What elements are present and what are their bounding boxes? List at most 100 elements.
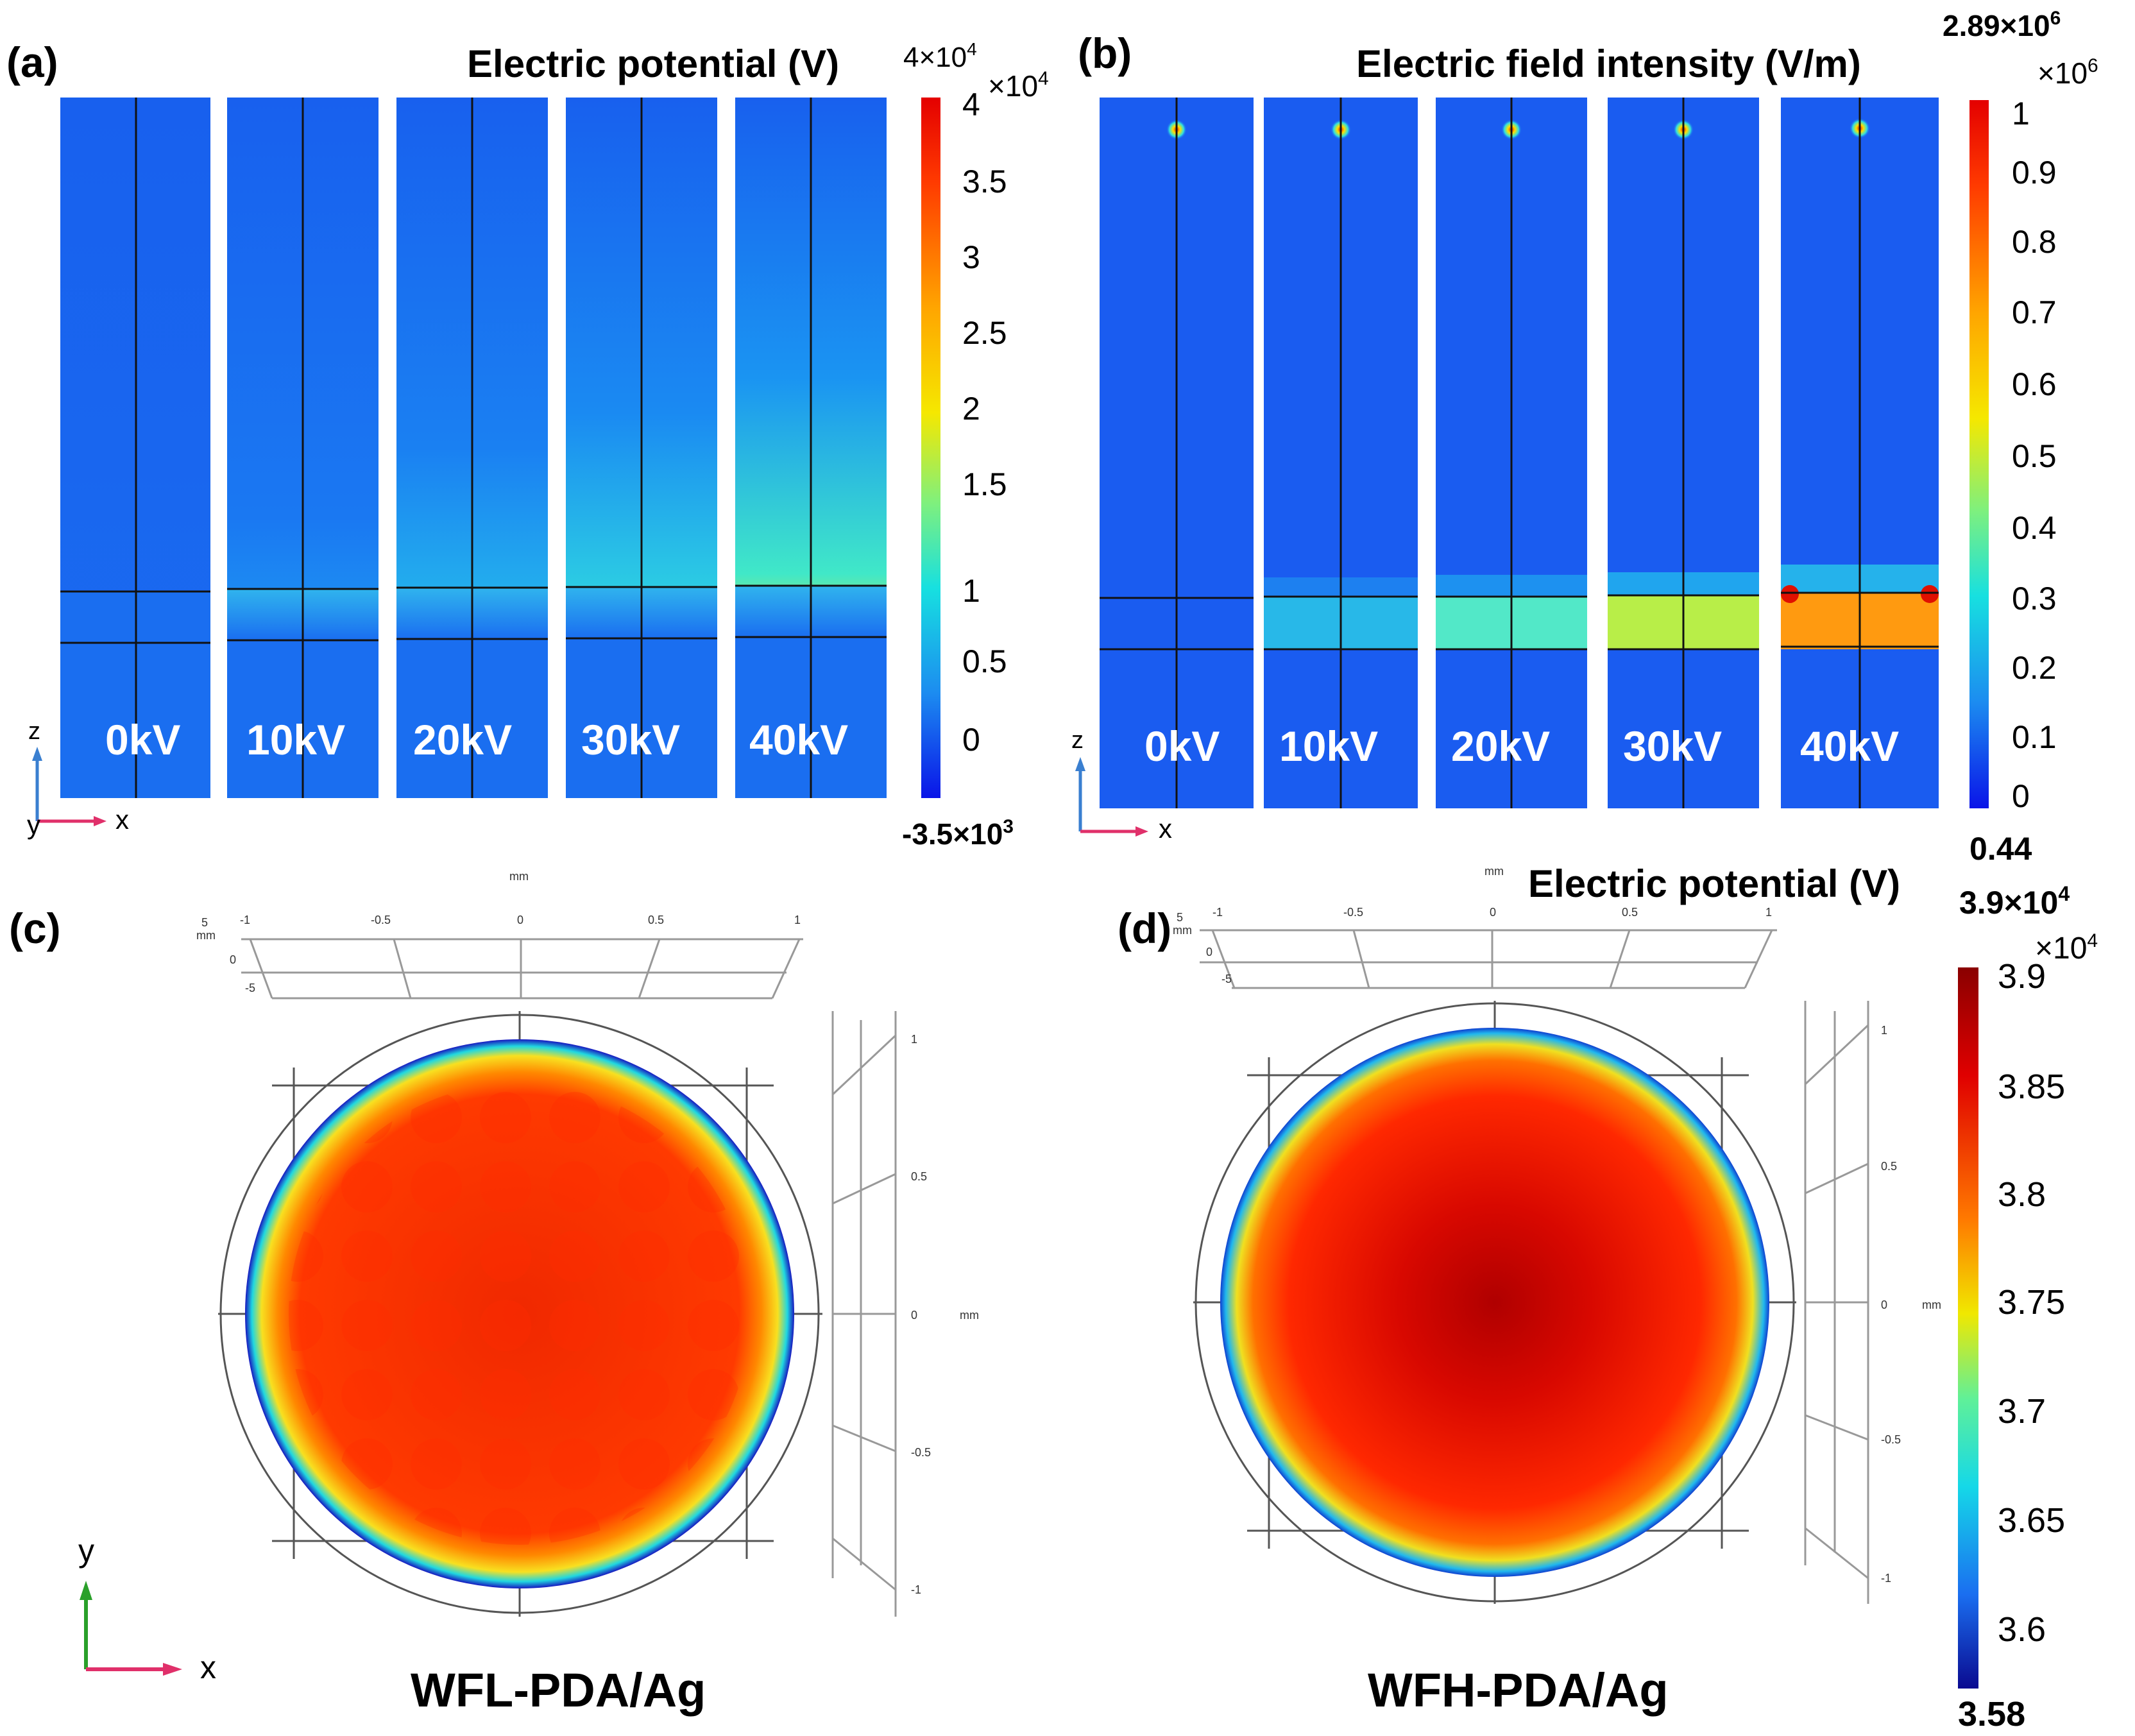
colorbar-d-tick: 3.9 [1998, 957, 2046, 996]
ruler-c-depth-tick: 0 [230, 953, 236, 966]
ruler-d-depth-tick: 0 [1206, 946, 1212, 958]
panel-a-voltage-labels: 0kV 10kV 20kV 30kV 40kV [105, 716, 848, 763]
panel-c-label: (c) [9, 905, 61, 952]
colorbar-a-tick: 1.5 [962, 466, 1007, 502]
colorbar-b-max: 2.89×106 [1943, 8, 2061, 42]
voltage-label-a-2: 20kV [413, 716, 512, 763]
ruler-c-depth-unit: mm [196, 929, 216, 942]
ruler-d-side-tick: -1 [1881, 1572, 1891, 1585]
colorbar-a-multiplier: ×104 [988, 68, 1049, 103]
panel-d-side-ruler-labels: 1 0.5 0 mm -0.5 -1 [1881, 1024, 1941, 1585]
voltage-label-b-0: 0kV [1144, 722, 1220, 770]
colorbar-b-multiplier: ×106 [2037, 55, 2098, 90]
ruler-d-top-tick: -1 [1212, 906, 1223, 919]
voltage-label-a-0: 0kV [105, 716, 180, 763]
colorbar-d-tick: 3.8 [1998, 1175, 2046, 1214]
panel-a-lines [60, 98, 887, 798]
colorbar-a-tick: 2 [962, 391, 980, 427]
ruler-d-depth-tick: -5 [1221, 973, 1232, 985]
colorbar-d-multiplier: ×104 [2035, 930, 2098, 966]
ruler-d-side-tick: 0 [1881, 1298, 1887, 1311]
colorbar-d-tick: 3.85 [1998, 1068, 2065, 1106]
axis-x-a: x [115, 804, 129, 835]
ruler-c-side-tick: -1 [911, 1583, 921, 1596]
panel-c-side-ruler [831, 1011, 897, 1617]
colorbar-a-tick: 2.5 [962, 315, 1007, 351]
panel-c-top-ruler-labels: mm -1 -0.5 0 0.5 1 5 mm 0 -5 [196, 870, 801, 994]
colorbar-b-min: 0.44 [1969, 831, 2032, 867]
panel-d-disc [1220, 1028, 1769, 1577]
colorbar-a-tick: 3 [962, 239, 980, 275]
colorbar-a-min: -3.5×103 [902, 816, 1014, 851]
axis-y-c: y [78, 1533, 94, 1569]
colorbar-d-tick: 3.65 [1998, 1501, 2065, 1540]
panel-a-lower [60, 586, 887, 798]
panel-b-axis-triad: z x [1071, 727, 1172, 844]
panel-c-axis-triad: y x [78, 1533, 216, 1685]
colorbar-d-max: 3.9×104 [1959, 882, 2070, 921]
panel-c-top-ruler [241, 938, 803, 1000]
panel-c-disc-pattern [289, 1083, 751, 1545]
ruler-c-side-tick: 1 [911, 1033, 917, 1046]
panel-a-axis-triad: z x y [27, 718, 129, 840]
panel-d-caption: WFH-PDA/Ag [1368, 1664, 1669, 1717]
ruler-c-side-tick: -0.5 [911, 1446, 931, 1459]
colorbar-d-min: 3.58 [1958, 1695, 2025, 1733]
panel-b-strips [1100, 98, 1939, 808]
voltage-label-b-1: 10kV [1279, 722, 1378, 770]
colorbar-a-tick: 0.5 [962, 643, 1007, 679]
ruler-c-top-tick: 0 [517, 914, 523, 926]
ruler-c-side-tick: 0.5 [911, 1170, 927, 1183]
colorbar-a-max: 4×104 [903, 39, 977, 73]
colorbar-b-tick: 0.8 [2012, 224, 2057, 260]
ruler-c-top-tick: 1 [794, 914, 801, 926]
panel-d-top-ruler [1200, 929, 1777, 989]
ruler-c-top-tick: 0.5 [648, 914, 664, 926]
colorbar-b-tick: 0.7 [2012, 294, 2057, 330]
colorbar-b-ticks: 1 0.9 0.8 0.7 0.6 0.5 0.4 0.3 0.2 0.1 0 [2012, 96, 2057, 814]
ruler-c-top-tick: -0.5 [371, 914, 391, 926]
ruler-d-depth-unit: mm [1173, 924, 1192, 937]
panel-b: (b) Electric field intensity (V/m) [1071, 8, 2098, 867]
ruler-c-unit: mm [509, 870, 529, 883]
panel-d-side-ruler [1804, 1001, 1869, 1604]
voltage-label-a-1: 10kV [246, 716, 345, 763]
ruler-d-side-tick: 0.5 [1881, 1160, 1897, 1173]
colorbar-b-tick: 0.1 [2012, 719, 2057, 755]
panel-c-caption: WFL-PDA/Ag [411, 1664, 706, 1717]
ruler-d-depth-tick: 5 [1177, 911, 1183, 924]
axis-y-a: y [27, 810, 40, 840]
colorbar-b-tick: 0.3 [2012, 581, 2057, 617]
voltage-label-a-4: 40kV [749, 716, 848, 763]
ruler-d-side-tick: 1 [1881, 1024, 1887, 1037]
panel-d-label: (d) [1118, 905, 1171, 952]
panel-b-lines [1100, 98, 1939, 808]
ruler-d-side-tick: -0.5 [1881, 1433, 1901, 1446]
colorbar-a-tick: 1 [962, 573, 980, 609]
colorbar-a-tick: 3.5 [962, 164, 1007, 200]
voltage-label-b-2: 20kV [1451, 722, 1550, 770]
colorbar-d-ticks: 3.9 3.85 3.8 3.75 3.7 3.65 3.6 [1998, 957, 2065, 1649]
colorbar-b-tick: 0.9 [2012, 155, 2057, 191]
colorbar-d-tick: 3.75 [1998, 1283, 2065, 1322]
panel-b-label: (b) [1078, 30, 1132, 77]
ruler-c-depth-tick: 5 [201, 916, 208, 929]
colorbar-b-tick: 0.4 [2012, 510, 2057, 546]
colorbar-b-tick: 0.5 [2012, 438, 2057, 474]
panel-b-title: Electric field intensity (V/m) [1356, 42, 1861, 85]
panel-d: (d) Electric potential (V) mm -1 -0.5 0 … [1118, 862, 2098, 1733]
voltage-label-b-4: 40kV [1800, 722, 1899, 770]
ruler-d-top-tick: 0.5 [1622, 906, 1638, 919]
colorbar-d-tick: 3.7 [1998, 1392, 2046, 1431]
colorbar-b-tick: 1 [2012, 96, 2030, 132]
ruler-d-unit: mm [1484, 865, 1504, 878]
ruler-c-side-tick: 0 [911, 1309, 917, 1322]
colorbar-d-tick: 3.6 [1998, 1610, 2046, 1649]
colorbar-b-tick: 0 [2012, 778, 2030, 814]
colorbar-b [1969, 100, 1989, 808]
ruler-c-depth-tick: -5 [245, 982, 255, 994]
colorbar-d [1958, 967, 1978, 1689]
panel-c-side-ruler-labels: 1 0.5 0 mm -0.5 -1 [911, 1033, 979, 1596]
voltage-label-b-3: 30kV [1623, 722, 1722, 770]
colorbar-a-ticks: 4 3.5 3 2.5 2 1.5 1 0.5 0 [962, 87, 1007, 758]
